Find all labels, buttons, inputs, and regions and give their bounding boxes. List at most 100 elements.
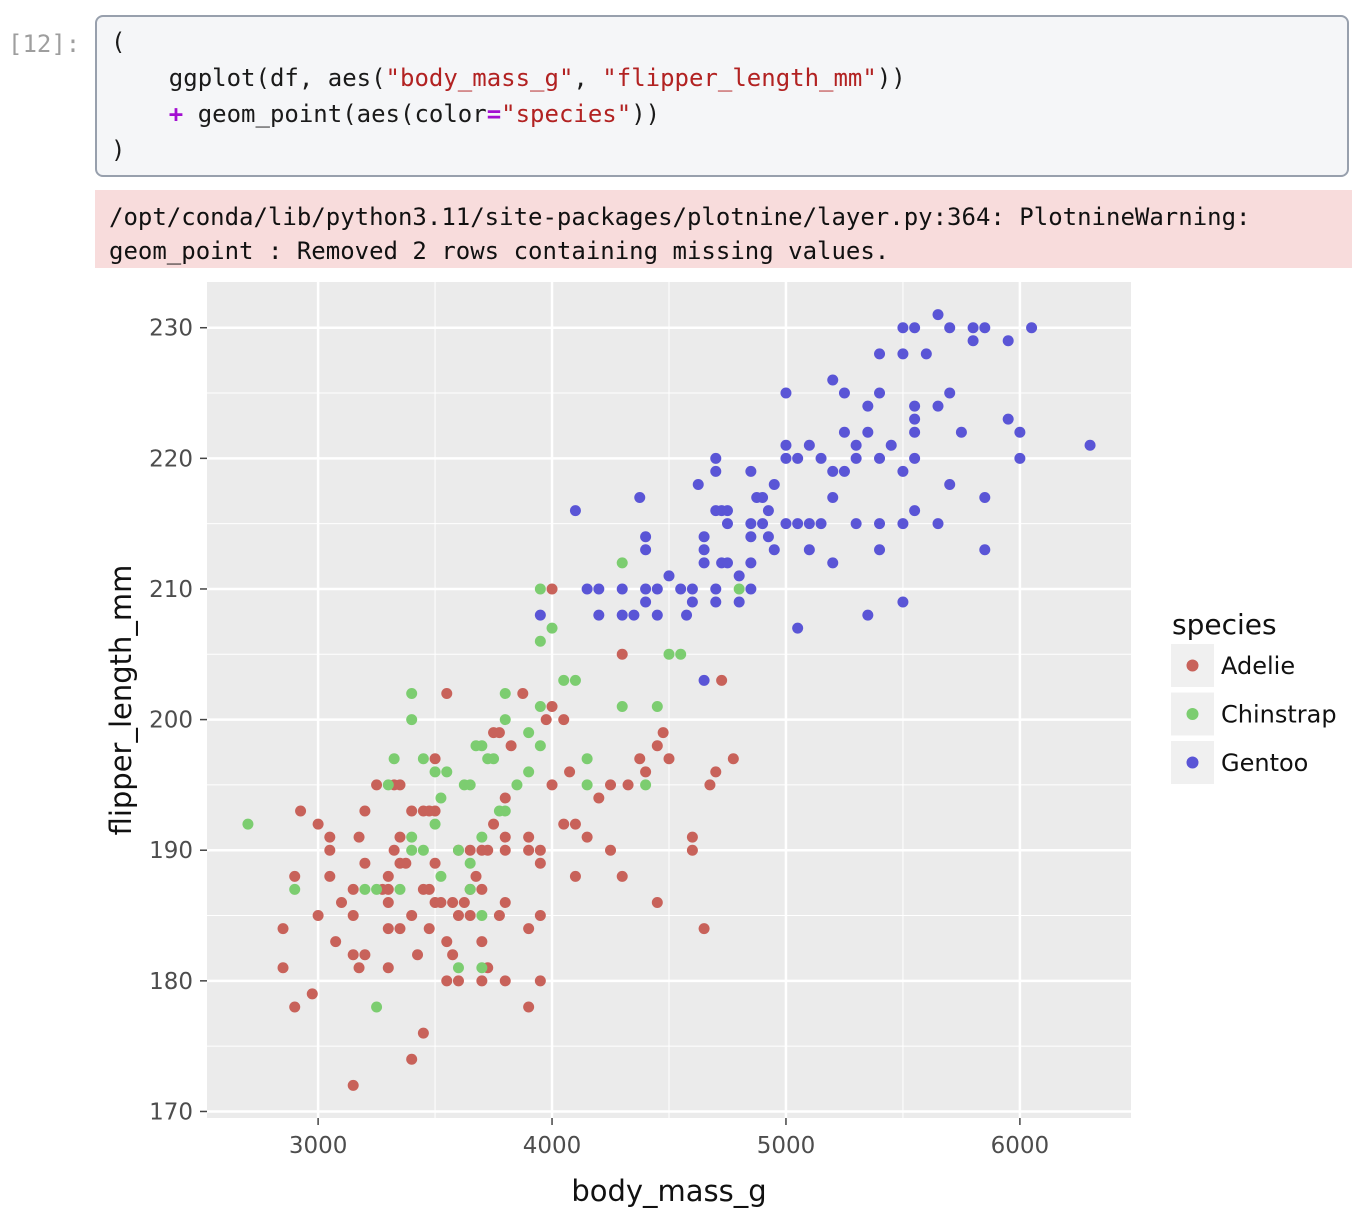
- data-point-adelie: [663, 753, 675, 765]
- data-point-adelie: [324, 831, 336, 843]
- data-point-adelie: [616, 870, 628, 882]
- data-point-adelie: [406, 910, 418, 922]
- data-point-adelie: [382, 896, 394, 908]
- data-point-gentoo: [745, 518, 757, 530]
- data-point-chinstrap: [388, 753, 400, 765]
- data-point-gentoo: [710, 583, 722, 595]
- data-point-adelie: [569, 870, 581, 882]
- data-point-gentoo: [815, 518, 827, 530]
- data-point-chinstrap: [581, 779, 593, 791]
- data-point-chinstrap: [534, 701, 546, 713]
- code-cell-editor[interactable]: ( ggplot(df, aes("body_mass_g", "flipper…: [95, 15, 1349, 177]
- data-point-adelie: [359, 805, 371, 817]
- data-point-adelie: [476, 975, 488, 987]
- data-point-adelie: [277, 962, 289, 974]
- data-point-chinstrap: [464, 779, 476, 791]
- data-point-gentoo: [681, 609, 693, 621]
- data-point-adelie: [289, 870, 301, 882]
- data-point-gentoo: [640, 583, 652, 595]
- data-point-adelie: [423, 923, 435, 935]
- legend-key-gentoo: [1186, 756, 1199, 769]
- data-point-gentoo: [827, 374, 839, 386]
- data-point-gentoo: [569, 505, 581, 517]
- data-point-gentoo: [792, 622, 804, 634]
- data-point-gentoo: [710, 596, 722, 608]
- data-point-adelie: [347, 883, 359, 895]
- data-point-chinstrap: [534, 740, 546, 752]
- data-point-adelie: [289, 1001, 301, 1013]
- data-point-adelie: [429, 857, 441, 869]
- data-point-adelie: [429, 753, 441, 765]
- data-point-gentoo: [803, 544, 815, 556]
- data-point-adelie: [558, 714, 570, 726]
- data-point-gentoo: [909, 426, 921, 438]
- data-point-gentoo: [967, 322, 979, 334]
- data-point-adelie: [347, 910, 359, 922]
- data-point-adelie: [686, 831, 698, 843]
- data-point-gentoo: [762, 531, 774, 543]
- data-point-chinstrap: [417, 753, 429, 765]
- data-point-adelie: [312, 818, 324, 830]
- data-point-gentoo: [909, 322, 921, 334]
- data-point-gentoo: [581, 583, 593, 595]
- data-point-gentoo: [698, 531, 710, 543]
- data-point-gentoo: [745, 583, 757, 595]
- data-point-adelie: [686, 844, 698, 856]
- data-point-chinstrap: [452, 962, 464, 974]
- warning-line-2: geom_point : Removed 2 rows containing m…: [109, 237, 890, 265]
- data-point-gentoo: [944, 322, 956, 334]
- warning-output: /opt/conda/lib/python3.11/site-packages/…: [95, 190, 1352, 268]
- data-point-adelie: [534, 857, 546, 869]
- data-point-gentoo: [897, 348, 909, 360]
- data-point-chinstrap: [406, 831, 418, 843]
- data-point-gentoo: [534, 609, 546, 621]
- data-point-gentoo: [698, 544, 710, 556]
- data-point-gentoo: [780, 387, 792, 399]
- data-point-adelie: [476, 936, 488, 948]
- data-point-chinstrap: [534, 583, 546, 595]
- data-point-adelie: [330, 936, 342, 948]
- data-point-chinstrap: [406, 714, 418, 726]
- data-point-gentoo: [862, 426, 874, 438]
- data-point-adelie: [640, 766, 652, 778]
- data-point-chinstrap: [569, 674, 581, 686]
- data-point-adelie: [634, 753, 646, 765]
- data-point-chinstrap: [499, 714, 511, 726]
- data-point-chinstrap: [640, 779, 652, 791]
- data-point-adelie: [464, 844, 476, 856]
- data-point-adelie: [435, 896, 447, 908]
- data-point-adelie: [622, 779, 634, 791]
- data-point-adelie: [716, 674, 728, 686]
- data-point-adelie: [493, 727, 505, 739]
- data-point-chinstrap: [499, 805, 511, 817]
- data-point-chinstrap: [488, 753, 500, 765]
- y-tick-label: 180: [149, 969, 193, 995]
- data-point-gentoo: [838, 387, 850, 399]
- cell-prompt: [12]:: [8, 30, 81, 58]
- data-point-gentoo: [897, 518, 909, 530]
- data-point-adelie: [517, 687, 529, 699]
- data-point-gentoo: [885, 439, 897, 451]
- data-point-gentoo: [827, 492, 839, 504]
- data-point-adelie: [710, 766, 722, 778]
- data-point-gentoo: [1014, 426, 1026, 438]
- data-point-gentoo: [686, 596, 698, 608]
- data-point-adelie: [523, 844, 535, 856]
- data-point-adelie: [382, 962, 394, 974]
- data-point-adelie: [534, 844, 546, 856]
- data-point-adelie: [523, 923, 535, 935]
- data-point-adelie: [546, 701, 558, 713]
- data-point-adelie: [493, 910, 505, 922]
- data-point-gentoo: [640, 544, 652, 556]
- data-point-gentoo: [874, 544, 886, 556]
- data-point-gentoo: [815, 452, 827, 464]
- warning-line-1: /opt/conda/lib/python3.11/site-packages/…: [109, 203, 1251, 231]
- data-point-gentoo: [721, 518, 733, 530]
- y-tick-label: 200: [149, 708, 193, 734]
- data-point-adelie: [394, 779, 406, 791]
- data-point-gentoo: [850, 518, 862, 530]
- code-line: ): [111, 136, 126, 164]
- data-point-gentoo: [979, 544, 991, 556]
- data-point-gentoo: [640, 596, 652, 608]
- y-tick-label: 220: [149, 446, 193, 472]
